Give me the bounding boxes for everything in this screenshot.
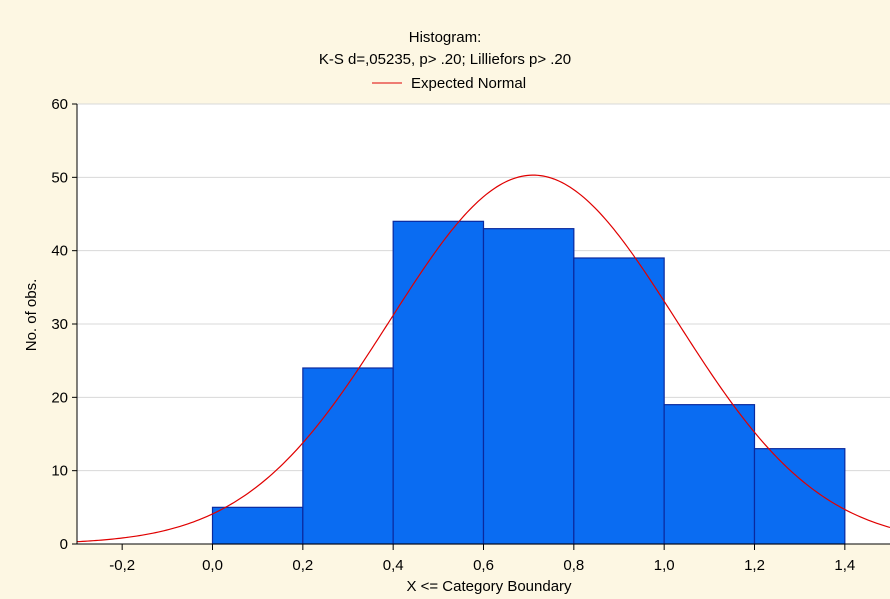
y-tick-label: 50 xyxy=(51,169,68,186)
histogram-bar xyxy=(392,220,485,545)
y-tick-label: 60 xyxy=(51,96,68,113)
expected-normal-curve-group xyxy=(76,174,890,543)
chart-title: Histogram: xyxy=(409,29,482,46)
x-tick-label: -0,2 xyxy=(109,557,135,574)
x-tick-label: 0,6 xyxy=(473,557,494,574)
x-tick-label: 1,0 xyxy=(654,557,675,574)
x-tick-label: 1,4 xyxy=(834,557,855,574)
expected-normal-curve xyxy=(76,174,890,543)
histogram-bar xyxy=(482,228,575,545)
y-tick-label: 0 xyxy=(60,536,68,553)
legend: Expected Normal xyxy=(372,75,526,92)
axes xyxy=(72,103,890,550)
y-tick-label: 40 xyxy=(51,243,68,260)
y-axis-label: No. of obs. xyxy=(23,279,40,352)
histogram-bar xyxy=(753,448,846,545)
x-axis-label: X <= Category Boundary xyxy=(406,578,572,595)
histogram-bar xyxy=(302,367,394,545)
y-tick-label: 30 xyxy=(51,316,68,333)
y-tick-labels: 0 10 20 30 40 50 60 xyxy=(51,96,68,553)
x-tick-label: 0,4 xyxy=(383,557,404,574)
y-tick-label: 10 xyxy=(51,463,68,480)
x-tick-label: 0,2 xyxy=(292,557,313,574)
histogram-bar xyxy=(211,506,304,545)
histogram-bars xyxy=(211,220,846,545)
histogram-bar xyxy=(663,404,756,545)
histogram-bar xyxy=(573,257,665,545)
x-tick-labels: -0,2 0,0 0,2 0,4 0,6 0,8 1,0 1,2 1,4 xyxy=(109,557,855,574)
chart-subtitle: K-S d=,05235, p> .20; Lilliefors p> .20 xyxy=(319,51,571,68)
x-tick-label: 1,2 xyxy=(744,557,765,574)
x-tick-label: 0,0 xyxy=(202,557,223,574)
x-tick-label: 0,8 xyxy=(563,557,584,574)
legend-label-expected-normal: Expected Normal xyxy=(411,75,526,92)
y-tick-label: 20 xyxy=(51,389,68,406)
